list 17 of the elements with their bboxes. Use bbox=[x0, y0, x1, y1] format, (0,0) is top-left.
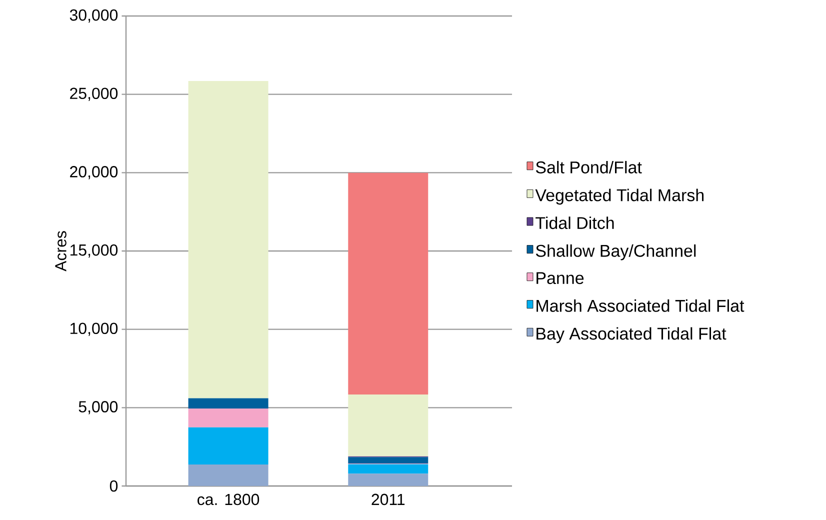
y-tick-label: 25,000 bbox=[70, 88, 118, 101]
x-tick-label: ca. 1800 bbox=[198, 494, 260, 506]
y-tick-label: 15,000 bbox=[70, 244, 118, 258]
y-axis-title: Acres bbox=[55, 231, 66, 272]
legend-label: Salt Pond/Flat bbox=[536, 160, 642, 174]
y-tick-label: 30,000 bbox=[70, 9, 118, 23]
legend-label: Marsh Associated Tidal Flat bbox=[536, 299, 744, 312]
y-tick-label: 5,000 bbox=[78, 401, 118, 414]
legend-label: Tidal Ditch bbox=[536, 216, 614, 230]
legend-label: Vegetated Tidal Marsh bbox=[535, 188, 704, 205]
legend-label: Bay Associated Tidal Flat bbox=[536, 327, 726, 344]
y-tick-label: 0 bbox=[110, 480, 118, 492]
legend-label: Panne bbox=[536, 272, 584, 284]
x-tick-label: 2011 bbox=[372, 494, 405, 506]
y-tick-label: 10,000 bbox=[70, 322, 118, 336]
legend-label: Shallow Bay/Channel bbox=[536, 244, 696, 260]
y-tick-label: 20,000 bbox=[70, 166, 118, 180]
